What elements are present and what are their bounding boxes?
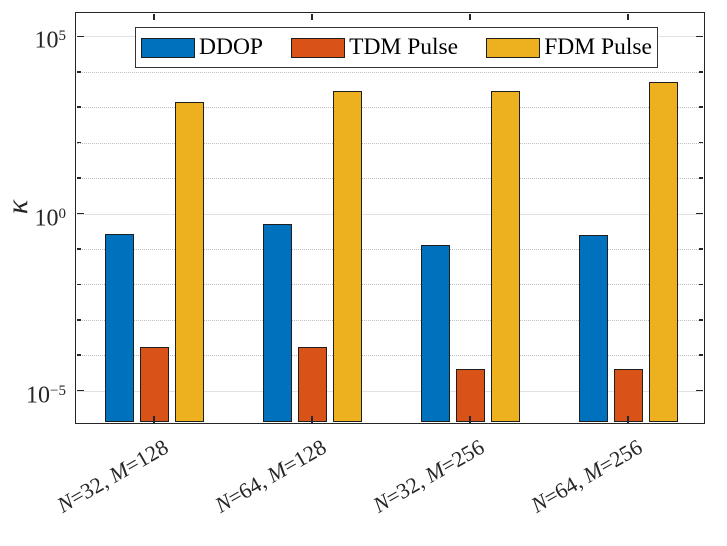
gridline-minor xyxy=(76,319,703,321)
legend-item-ddop: DDOP xyxy=(141,34,263,61)
y-tick xyxy=(696,212,703,215)
x-tick-label: N=64, M=256 xyxy=(526,434,647,518)
legend-swatch-ddop xyxy=(141,37,195,58)
y-tick xyxy=(76,212,84,215)
gridline-major xyxy=(76,213,703,215)
y-tick xyxy=(76,177,81,179)
gridline-minor xyxy=(76,107,703,109)
legend-item-fdm-pulse: FDM Pulse xyxy=(486,34,652,61)
x-tick xyxy=(469,13,471,20)
legend-item-tdm-pulse: TDM Pulse xyxy=(291,34,458,61)
y-tick xyxy=(696,389,703,392)
bar-tdm-pulse-1 xyxy=(297,347,327,423)
y-tick xyxy=(698,177,703,179)
y-tick xyxy=(696,35,703,38)
legend-label-tdm-pulse: TDM Pulse xyxy=(349,34,459,60)
x-tick xyxy=(627,13,629,20)
y-tick xyxy=(698,106,703,108)
gridline-minor xyxy=(76,284,703,286)
bar-tdm-pulse-3 xyxy=(613,368,643,423)
legend-label-fdm-pulse: FDM Pulse xyxy=(544,34,652,60)
y-tick xyxy=(698,141,703,144)
x-tick xyxy=(311,416,313,423)
y-tick xyxy=(698,319,703,321)
bar-fdm-pulse-3 xyxy=(648,81,678,423)
gridline-major xyxy=(76,390,703,392)
legend-swatch-tdm-pulse xyxy=(291,37,346,58)
y-tick xyxy=(698,354,703,356)
y-tick xyxy=(76,106,81,108)
bar-tdm-pulse-0 xyxy=(139,347,169,423)
x-tick-label: N=32, M=128 xyxy=(52,434,173,518)
gridline-minor xyxy=(76,248,703,250)
y-tick-label: 100 xyxy=(34,205,67,231)
y-tick xyxy=(698,71,703,73)
y-tick xyxy=(76,389,84,392)
y-tick xyxy=(698,283,703,286)
y-tick xyxy=(76,283,81,286)
x-tick xyxy=(627,416,629,423)
gridline-minor xyxy=(76,178,703,180)
bar-fdm-pulse-1 xyxy=(332,90,362,423)
bar-fdm-pulse-0 xyxy=(174,102,204,423)
y-tick xyxy=(76,319,81,321)
plot-area-box xyxy=(75,12,705,424)
x-tick xyxy=(153,13,155,20)
bar-ddop-1 xyxy=(262,224,292,423)
y-tick xyxy=(76,35,84,38)
y-tick xyxy=(76,248,81,250)
gridline-minor xyxy=(76,71,703,73)
bar-ddop-3 xyxy=(578,234,608,423)
gridline-minor xyxy=(76,355,703,357)
y-tick xyxy=(698,248,703,250)
y-tick xyxy=(76,354,81,356)
y-tick xyxy=(76,71,81,73)
x-tick-label: N=32, M=256 xyxy=(368,434,489,518)
bar-tdm-pulse-2 xyxy=(455,368,485,423)
legend-label-ddop: DDOP xyxy=(199,34,263,60)
y-tick-label: 10−5 xyxy=(26,382,66,409)
x-tick xyxy=(311,13,313,20)
bar-fdm-pulse-2 xyxy=(490,90,520,423)
bar-ddop-0 xyxy=(104,234,134,423)
x-tick-label: N=64, M=128 xyxy=(210,434,331,518)
gridline-minor xyxy=(76,142,703,144)
y-tick-label: 105 xyxy=(34,27,67,54)
bar-ddop-2 xyxy=(420,244,450,423)
y-tick xyxy=(76,141,81,144)
legend: DDOP TDM Pulse FDM Pulse xyxy=(135,27,658,68)
x-tick xyxy=(153,416,155,423)
x-tick xyxy=(469,416,471,423)
legend-swatch-fdm-pulse xyxy=(486,37,541,58)
